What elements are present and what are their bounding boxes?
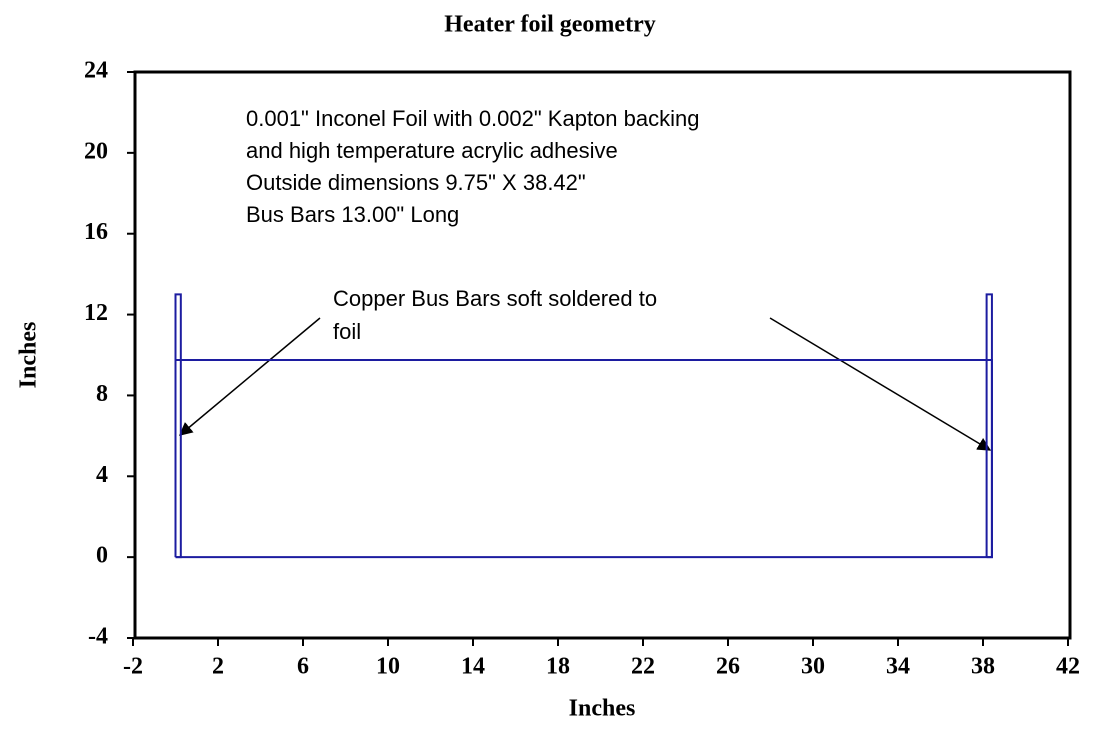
y-tick-label: 24 [84,58,108,84]
series-line [174,293,182,559]
y-tick-label: 8 [96,381,108,407]
x-tick-label: 2 [212,654,224,680]
x-tick-label: -2 [123,654,143,680]
x-tick-label: 30 [801,654,825,680]
x-tick-label: 34 [886,654,910,680]
arrow [769,317,992,451]
x-tick-label: 26 [716,654,740,680]
annotation: foil [333,319,361,344]
x-tick-label: 22 [631,654,655,680]
annotation: Outside dimensions 9.75" X 38.42" [246,170,586,195]
y-tick-label: 12 [84,300,108,326]
y-tick-label: 16 [84,219,108,245]
annotation: and high temperature acrylic adhesive [246,138,618,163]
y-tick-label: 20 [84,138,108,164]
x-tick-label: 18 [546,654,570,680]
series-line [985,293,993,559]
y-tick-label: 0 [96,543,108,569]
y-tick-label: -4 [88,624,108,650]
arrow [178,317,321,436]
plot-frame [133,70,1072,640]
x-tick-label: 14 [461,654,485,680]
x-tick-label: 10 [376,654,400,680]
annotation: Bus Bars 13.00" Long [246,202,459,227]
x-tick-label: 6 [297,654,309,680]
x-axis-label: Inches [569,696,636,722]
x-tick-label: 38 [971,654,995,680]
series-line [174,359,993,559]
annotation: 0.001" Inconel Foil with 0.002" Kapton b… [246,106,699,131]
chart-title: Heater foil geometry [444,12,655,38]
x-tick-label: 42 [1056,654,1080,680]
y-axis-label: Inches [16,322,42,389]
y-tick-label: 4 [96,462,108,488]
annotation: Copper Bus Bars soft soldered to [333,286,657,311]
